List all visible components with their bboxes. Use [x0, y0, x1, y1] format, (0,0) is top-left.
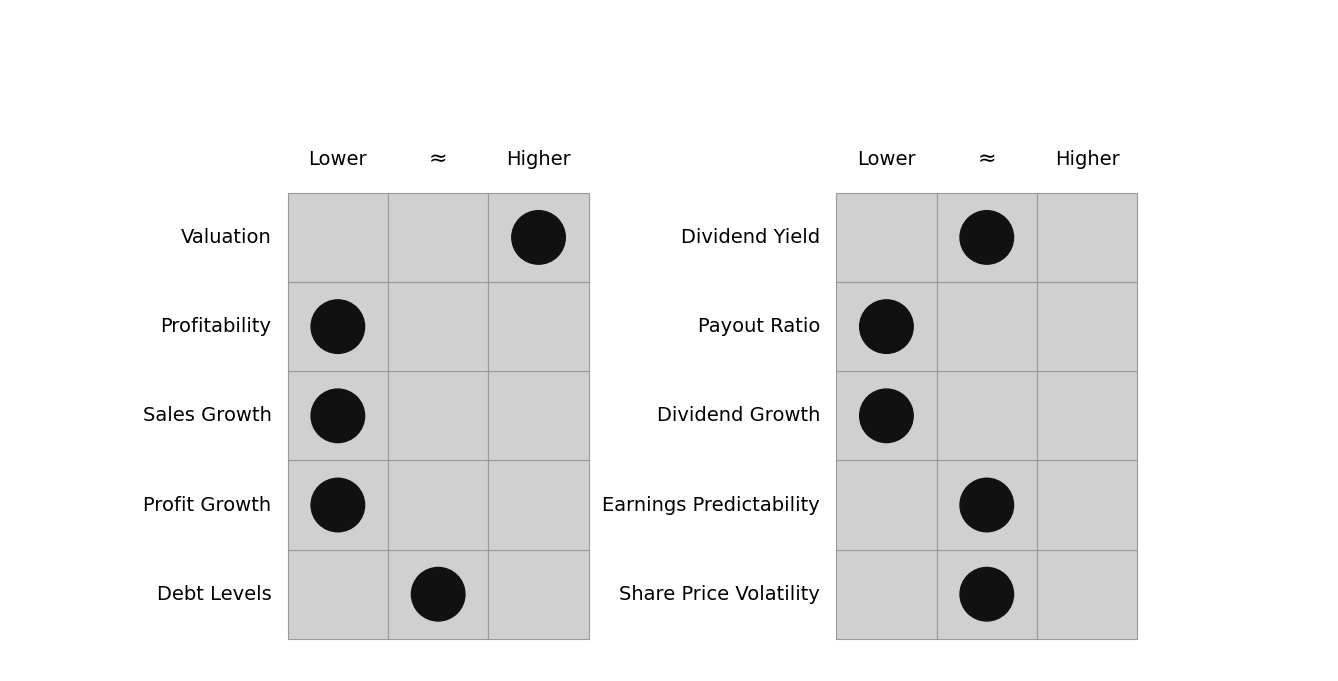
Bar: [288, 550, 388, 639]
Bar: [488, 460, 589, 550]
Ellipse shape: [312, 389, 364, 443]
Ellipse shape: [961, 210, 1013, 264]
Ellipse shape: [312, 478, 364, 532]
Bar: [937, 550, 1037, 639]
Bar: [388, 550, 488, 639]
Text: Higher: Higher: [1054, 150, 1120, 169]
Text: Share Price Volatility: Share Price Volatility: [619, 585, 820, 604]
Bar: [1037, 371, 1137, 460]
Bar: [288, 460, 388, 550]
Bar: [388, 282, 488, 371]
Text: ≈: ≈: [429, 148, 447, 169]
Text: Valuation: Valuation: [181, 228, 272, 247]
Bar: [836, 193, 937, 282]
Bar: [937, 282, 1037, 371]
Text: ≈: ≈: [978, 148, 995, 169]
Text: Sales Growth: Sales Growth: [143, 407, 272, 426]
Ellipse shape: [512, 210, 565, 264]
Text: Sector Characteristics versus Market: Sector Characteristics versus Market: [29, 26, 725, 59]
Bar: [388, 371, 488, 460]
Bar: [288, 193, 388, 282]
Ellipse shape: [961, 567, 1013, 621]
Bar: [288, 282, 388, 371]
Text: Payout Ratio: Payout Ratio: [698, 317, 820, 336]
Bar: [488, 550, 589, 639]
Bar: [488, 282, 589, 371]
Bar: [1037, 460, 1137, 550]
Bar: [1037, 193, 1137, 282]
Text: Lower: Lower: [858, 150, 915, 169]
Bar: [836, 371, 937, 460]
Text: Lower: Lower: [309, 150, 367, 169]
Ellipse shape: [860, 389, 913, 443]
Bar: [388, 193, 488, 282]
Bar: [488, 371, 589, 460]
Bar: [937, 371, 1037, 460]
Bar: [836, 550, 937, 639]
Bar: [937, 460, 1037, 550]
Text: Dividend Growth: Dividend Growth: [657, 407, 820, 426]
Bar: [388, 460, 488, 550]
Bar: [288, 371, 388, 460]
Ellipse shape: [412, 567, 464, 621]
Ellipse shape: [860, 300, 913, 353]
Text: Debt Levels: Debt Levels: [157, 585, 272, 604]
Text: Earnings Predictability: Earnings Predictability: [602, 496, 820, 515]
Bar: [1037, 550, 1137, 639]
Bar: [488, 193, 589, 282]
Text: Higher: Higher: [506, 150, 571, 169]
Bar: [1037, 282, 1137, 371]
Bar: [836, 282, 937, 371]
Ellipse shape: [961, 478, 1013, 532]
Text: Profit Growth: Profit Growth: [143, 496, 272, 515]
Bar: [836, 460, 937, 550]
Text: Dividend Yield: Dividend Yield: [681, 228, 820, 247]
Ellipse shape: [312, 300, 364, 353]
Bar: [937, 193, 1037, 282]
Text: Profitability: Profitability: [161, 317, 272, 336]
